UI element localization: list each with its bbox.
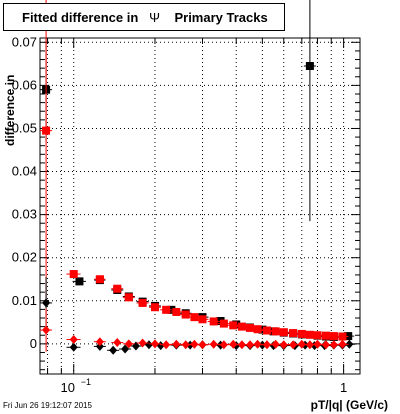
data-point-square (172, 307, 181, 316)
data-point-diamond (42, 325, 51, 335)
data-point-square (209, 317, 218, 326)
tick-labels: 0 0.01 0.02 0.03 0.04 0.05 0.06 0.07 10 −1 1 (12, 34, 348, 395)
data-point-diamond (190, 339, 199, 349)
timestamp: Fri Jun 26 19:12:07 2015 (3, 401, 92, 410)
data-point-square (237, 322, 246, 331)
y-tick-label: 0.02 (12, 250, 37, 265)
data-point-square (138, 298, 147, 307)
y-tick-label: 0.06 (12, 77, 37, 92)
data-point-square (338, 332, 347, 341)
data-point-square (321, 331, 330, 340)
x-tick-label: 10 (60, 380, 74, 395)
data-point-diamond (289, 340, 298, 350)
data-point-diamond (297, 339, 306, 349)
data-point-diamond (121, 344, 130, 354)
axis-ticks (40, 38, 360, 374)
data-point-diamond (42, 298, 51, 308)
data-point-diamond (162, 340, 171, 350)
x-axis-label: pT/|q| (GeV/c) (310, 398, 388, 412)
data-point-diamond (219, 340, 228, 350)
data-point-diamond (253, 339, 262, 349)
data-point-square (262, 326, 271, 335)
data-point-diamond (209, 339, 218, 349)
data-point-square (113, 284, 122, 293)
chart-title-symbol: Ψ (149, 9, 161, 25)
data-point-diamond (229, 339, 238, 349)
data-point-square (219, 319, 228, 328)
data-point-square (124, 293, 133, 302)
data-point-square (329, 332, 338, 341)
data-point-square (305, 62, 314, 70)
data-point-square (95, 275, 104, 284)
chart-title-prefix: Fitted difference in (22, 9, 139, 25)
y-axis-label: difference in (0, 46, 30, 166)
data-point-diamond (109, 345, 118, 355)
y-axis-label-text: difference in (3, 74, 17, 146)
y-tick-label: 0.05 (12, 120, 37, 135)
data-point-diamond (313, 339, 322, 349)
data-point-diamond (338, 339, 347, 349)
data-point-diamond (198, 340, 207, 350)
data-point-square (162, 305, 171, 314)
data-point-diamond (156, 341, 165, 351)
data-point-diamond (237, 340, 246, 350)
data-point-diamond (69, 342, 78, 352)
y-tick-label: 0.01 (12, 293, 37, 308)
data-point-diamond (279, 340, 288, 350)
series-0 (40, 0, 355, 341)
data-point-square (198, 315, 207, 324)
data-point-square (181, 310, 190, 319)
data-point-diamond (124, 339, 133, 349)
data-point-square (271, 327, 280, 336)
y-tick-label: 0.03 (12, 207, 37, 222)
x-tick-exponent: −1 (81, 377, 91, 387)
data-point-square (289, 329, 298, 338)
data-point-diamond (246, 340, 255, 350)
data-point-diamond (305, 340, 314, 350)
data-point-diamond (144, 340, 153, 350)
data-point-diamond (271, 339, 280, 349)
data-point-diamond (321, 340, 330, 350)
data-point-square (279, 328, 288, 337)
data-point-diamond (113, 338, 122, 348)
data-point-diamond (172, 339, 181, 349)
data-point-square (313, 331, 322, 340)
data-point-diamond (138, 338, 147, 348)
chart-title-suffix: Primary Tracks (174, 9, 268, 25)
data-point-diamond (150, 339, 159, 349)
data-point-square (305, 330, 314, 339)
data-point-square (69, 270, 78, 279)
data-point-square (75, 277, 84, 286)
data-point-diamond (345, 339, 354, 349)
y-tick-label: 0 (30, 336, 37, 351)
data-point-square (190, 313, 199, 322)
data-point-diamond (95, 337, 104, 347)
data-point-diamond (181, 340, 190, 350)
data-point-diamond (95, 341, 104, 351)
series-3 (40, 308, 349, 352)
y-tick-label: 0.04 (12, 164, 37, 179)
grid-lines (40, 38, 360, 374)
data-point-square (150, 303, 159, 312)
y-tick-label: 0.07 (12, 34, 37, 49)
data-point-square (253, 325, 262, 334)
chart-title: Fitted difference in Ψ Primary Tracks (3, 3, 285, 31)
data-point-square (297, 329, 306, 338)
data-point-diamond (69, 335, 78, 345)
data-point-diamond (262, 340, 271, 350)
data-point-square (42, 126, 51, 135)
plot-frame (39, 37, 361, 375)
data-point-square (246, 323, 255, 332)
data-point-square (229, 321, 238, 330)
data-point-diamond (329, 340, 338, 350)
data-marks (40, 0, 356, 355)
series-1 (40, 0, 349, 341)
x-tick-label: 1 (340, 380, 347, 395)
